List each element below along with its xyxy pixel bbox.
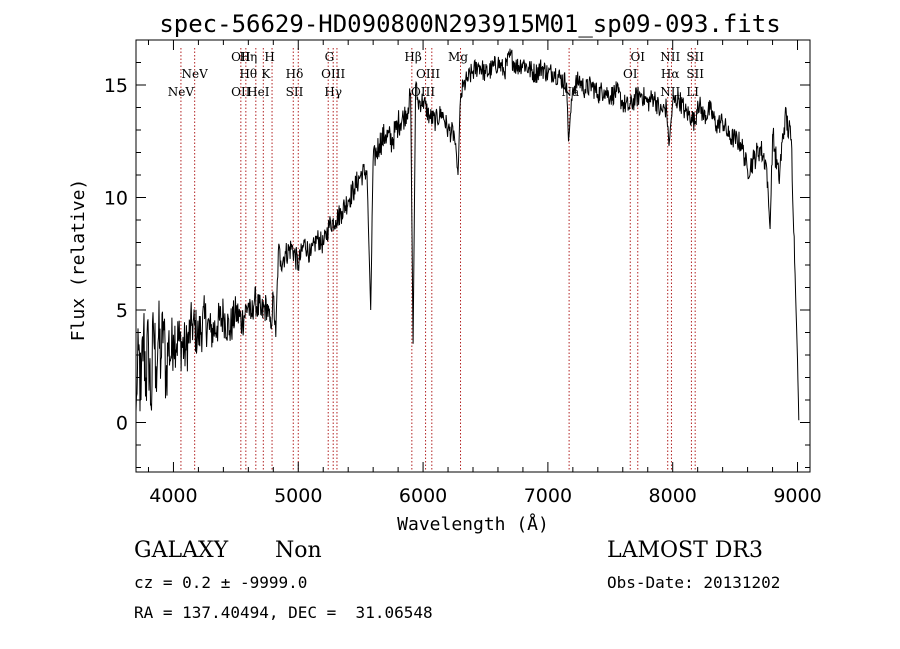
line-label: NII <box>660 50 680 64</box>
emission-line-markers <box>180 48 696 472</box>
line-label: Mg <box>448 50 468 64</box>
line-label: OII <box>231 85 251 99</box>
y-tick-label: 15 <box>104 75 128 97</box>
x-tick-label: 4000 <box>149 485 197 507</box>
line-label: Hη <box>240 50 258 64</box>
x-axis-label: Wavelength (Å) <box>397 513 549 535</box>
object-class: GALAXY <box>134 538 229 563</box>
obs-date-text: Obs-Date: 20131202 <box>607 573 781 592</box>
survey-name: LAMOST DR3 <box>607 538 763 563</box>
x-tick-label: 5000 <box>274 485 322 507</box>
line-label: NeV <box>168 85 195 99</box>
spectrum-line <box>135 48 800 421</box>
line-label: OII <box>231 50 251 64</box>
line-label: H <box>264 50 274 64</box>
line-label: Hθ <box>239 67 257 81</box>
line-label: LI <box>686 85 699 99</box>
line-label: OIII <box>416 67 440 81</box>
line-label: SII <box>686 50 704 64</box>
line-label: SII <box>686 67 704 81</box>
line-label: OI <box>630 50 645 64</box>
y-axis-label: Flux (relative) <box>68 179 89 342</box>
line-label: Hγ <box>324 85 342 99</box>
object-subclass: Non <box>275 538 322 563</box>
line-label: HeI <box>247 85 270 99</box>
y-tick-label: 0 <box>116 413 128 435</box>
coordinates-text: RA = 137.40494, DEC = 31.06548 <box>134 603 433 622</box>
x-tick-label: 8000 <box>649 485 697 507</box>
line-label: OIII <box>411 85 435 99</box>
line-label: G <box>325 50 335 64</box>
y-tick-label: 10 <box>104 188 128 210</box>
line-label: Hδ <box>286 67 304 81</box>
line-label: Hβ <box>404 50 421 64</box>
redshift-text: cz = 0.2 ± -9999.0 <box>134 573 308 592</box>
line-label: Hα <box>661 67 680 81</box>
chart-title: spec-56629-HD090800N293915M01_sp09-093.f… <box>159 10 780 38</box>
line-label: OI <box>623 67 638 81</box>
x-tick-label: 7000 <box>524 485 572 507</box>
x-axis-ticks: 4000 5000 6000 7000 8000 9000 <box>147 40 822 507</box>
line-label: NeV <box>182 67 209 81</box>
line-label: OIII <box>321 67 345 81</box>
x-tick-label: 6000 <box>399 485 447 507</box>
x-tick-label: 9000 <box>773 485 821 507</box>
line-label: SII <box>286 85 304 99</box>
line-label: K <box>261 67 271 81</box>
y-axis-ticks: 0 5 10 15 <box>104 62 810 468</box>
y-tick-label: 5 <box>116 300 128 322</box>
